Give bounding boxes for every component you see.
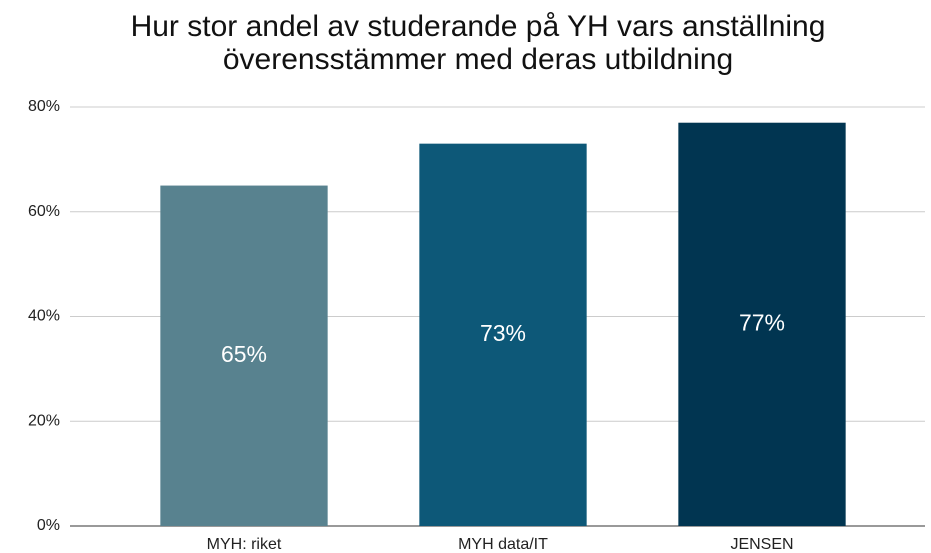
x-tick-label: MYH: riket xyxy=(207,536,282,553)
bar xyxy=(419,143,587,526)
y-tick-label: 80% xyxy=(28,98,60,115)
bar xyxy=(160,185,328,526)
x-tick-label: MYH data/IT xyxy=(458,536,548,553)
bar xyxy=(678,122,846,527)
chart-title: Hur stor andel av studerande på YH vars … xyxy=(130,10,826,76)
value-label: 77% xyxy=(739,309,785,335)
y-tick-label: 0% xyxy=(37,517,60,534)
y-tick-label: 40% xyxy=(28,308,60,325)
y-tick-label: 20% xyxy=(28,412,60,429)
value-label: 73% xyxy=(480,320,526,346)
value-label: 65% xyxy=(221,341,267,367)
y-tick-label: 60% xyxy=(28,203,60,220)
x-tick-label: JENSEN xyxy=(730,536,793,553)
